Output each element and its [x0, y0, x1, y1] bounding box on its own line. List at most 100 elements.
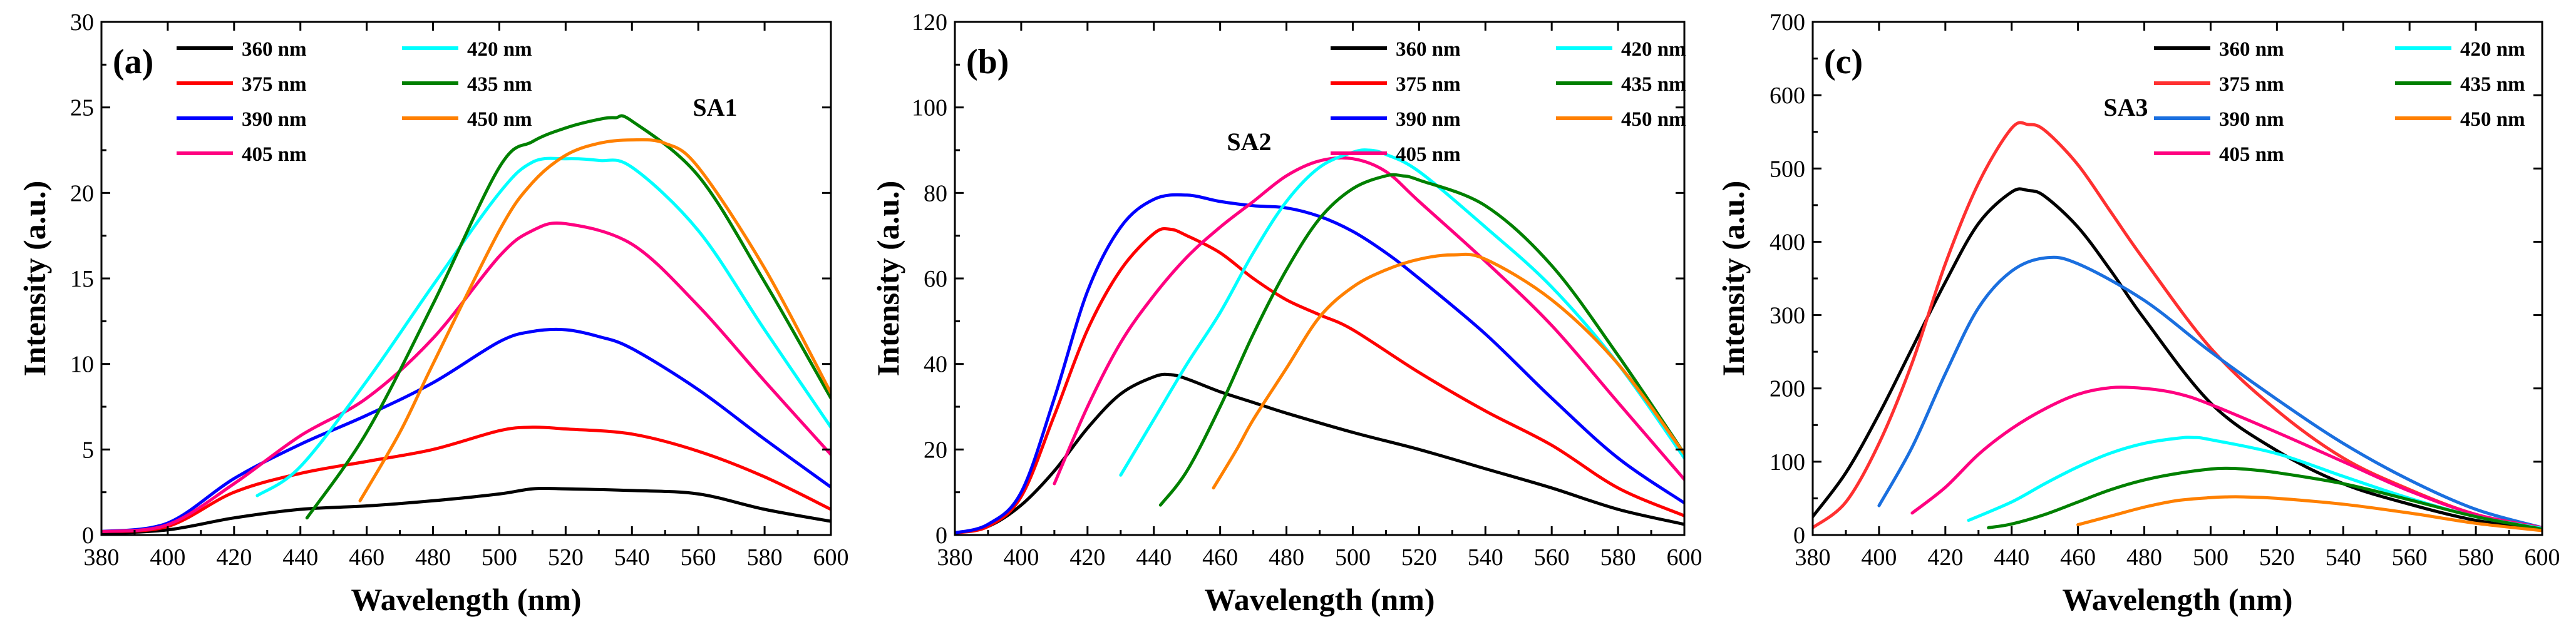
x-tick-label: 480 [1269, 544, 1304, 571]
x-tick-label: 420 [1069, 544, 1105, 571]
x-axis-title: Wavelength (nm) [351, 582, 581, 617]
panel-label: (c) [1824, 43, 1863, 81]
legend-label: 420 nm [1621, 38, 1686, 61]
y-tick-label: 600 [1770, 83, 1805, 109]
legend-label: 420 nm [2460, 38, 2525, 61]
x-tick-label: 500 [2193, 544, 2228, 571]
x-tick-label: 520 [548, 544, 584, 571]
series-line-375-nm [955, 227, 1684, 535]
series-line-390-nm [955, 193, 1684, 535]
series-line-405-nm [1910, 385, 2542, 529]
legend-label: 405 nm [2219, 143, 2284, 166]
x-tick-label: 600 [813, 544, 849, 571]
y-tick-label: 0 [1793, 522, 1805, 549]
legend-label: 435 nm [2460, 73, 2525, 96]
series-line-390-nm [101, 327, 831, 533]
x-tick-label: 540 [2326, 544, 2361, 571]
y-axis-title: Intensity (a.u.) [1716, 181, 1751, 377]
x-tick-label: 380 [84, 544, 120, 571]
y-tick-label: 60 [924, 266, 947, 292]
legend-label: 435 nm [1621, 73, 1686, 96]
legend-label: 375 nm [242, 73, 307, 96]
x-tick-label: 420 [1927, 544, 1963, 571]
series-line-360-nm [101, 486, 831, 535]
x-tick-label: 440 [1994, 544, 2029, 571]
legend-label: 375 nm [1396, 73, 1461, 96]
series-line-375-nm [1813, 121, 2542, 529]
legend-label: 420 nm [467, 38, 532, 61]
series-line-375-nm [101, 425, 831, 533]
x-tick-label: 600 [1667, 544, 1703, 571]
chart-panel-1: 380 400 420 440 460 480 500 520 540 560 580 600 0 5 10… [17, 9, 849, 617]
y-tick-label: 300 [1770, 303, 1805, 329]
x-tick-label: 500 [482, 544, 517, 571]
legend-label: 390 nm [242, 108, 307, 131]
series-line-405-nm [1053, 156, 1684, 486]
sample-label: SA1 [693, 93, 737, 121]
series-line-450-nm [358, 138, 831, 502]
x-tick-label: 500 [1335, 544, 1371, 571]
y-tick-label: 0 [82, 522, 94, 549]
x-tick-label: 460 [349, 544, 384, 571]
x-tick-label: 580 [1600, 544, 1636, 571]
legend-label: 450 nm [467, 108, 532, 131]
x-tick-label: 380 [1795, 544, 1831, 571]
chart-panel-3: 380 400 420 440 460 480 500 520 540 560 580 600 0 100… [1716, 9, 2560, 617]
x-tick-label: 480 [415, 544, 451, 571]
y-tick-label: 100 [1770, 449, 1805, 476]
x-tick-label: 580 [2458, 544, 2494, 571]
y-tick-label: 80 [924, 180, 947, 206]
series-line-435-nm [305, 114, 831, 520]
y-tick-label: 15 [70, 266, 94, 292]
y-tick-label: 5 [82, 437, 94, 463]
y-tick-label: 25 [70, 95, 94, 121]
x-tick-label: 400 [150, 544, 185, 571]
sample-label: SA2 [1227, 128, 1271, 156]
x-tick-label: 400 [1861, 544, 1897, 571]
legend-label: 405 nm [242, 143, 307, 166]
y-tick-label: 400 [1770, 229, 1805, 255]
series-line-405-nm [101, 221, 831, 533]
series-line-390-nm [1877, 255, 2542, 529]
y-tick-label: 0 [935, 522, 947, 549]
y-tick-label: 700 [1770, 9, 1805, 36]
series-line-435-nm [1987, 466, 2542, 531]
x-tick-label: 440 [282, 544, 318, 571]
y-axis-title: Intensity (a.u.) [870, 181, 905, 377]
legend-label: 450 nm [2460, 108, 2525, 131]
y-tick-label: 100 [912, 95, 947, 121]
series-line-435-nm [1158, 173, 1684, 507]
x-tick-label: 400 [1003, 544, 1039, 571]
x-tick-label: 460 [2060, 544, 2096, 571]
series-line-420-nm [255, 156, 831, 497]
x-tick-label: 420 [216, 544, 252, 571]
x-tick-label: 540 [1468, 544, 1503, 571]
x-tick-label: 460 [1202, 544, 1238, 571]
legend-label: 360 nm [242, 38, 307, 61]
sample-label: SA3 [2103, 93, 2148, 121]
legend-label: 390 nm [1396, 108, 1461, 131]
x-tick-label: 560 [681, 544, 716, 571]
x-tick-label: 480 [2126, 544, 2162, 571]
legend-label: 450 nm [1621, 108, 1686, 131]
x-tick-label: 380 [937, 544, 973, 571]
legend-label: 360 nm [1396, 38, 1461, 61]
x-tick-label: 540 [614, 544, 650, 571]
legend-label: 405 nm [1396, 143, 1461, 166]
x-tick-label: 520 [2259, 544, 2295, 571]
x-axis-title: Wavelength (nm) [2062, 582, 2292, 617]
plot-frame [1811, 21, 2543, 536]
x-tick-label: 560 [1534, 544, 1570, 571]
series-line-450-nm [1212, 252, 1684, 490]
y-tick-label: 20 [924, 437, 947, 463]
y-tick-label: 120 [912, 9, 947, 36]
y-tick-label: 40 [924, 352, 947, 378]
series-line-450-nm [2076, 495, 2542, 532]
legend-label: 390 nm [2219, 108, 2284, 131]
x-tick-label: 580 [747, 544, 783, 571]
x-tick-label: 520 [1401, 544, 1437, 571]
y-tick-label: 30 [70, 9, 94, 36]
chart-panel-2: 380 400 420 440 460 480 500 520 540 560 580 600 0 20 4… [870, 9, 1703, 617]
